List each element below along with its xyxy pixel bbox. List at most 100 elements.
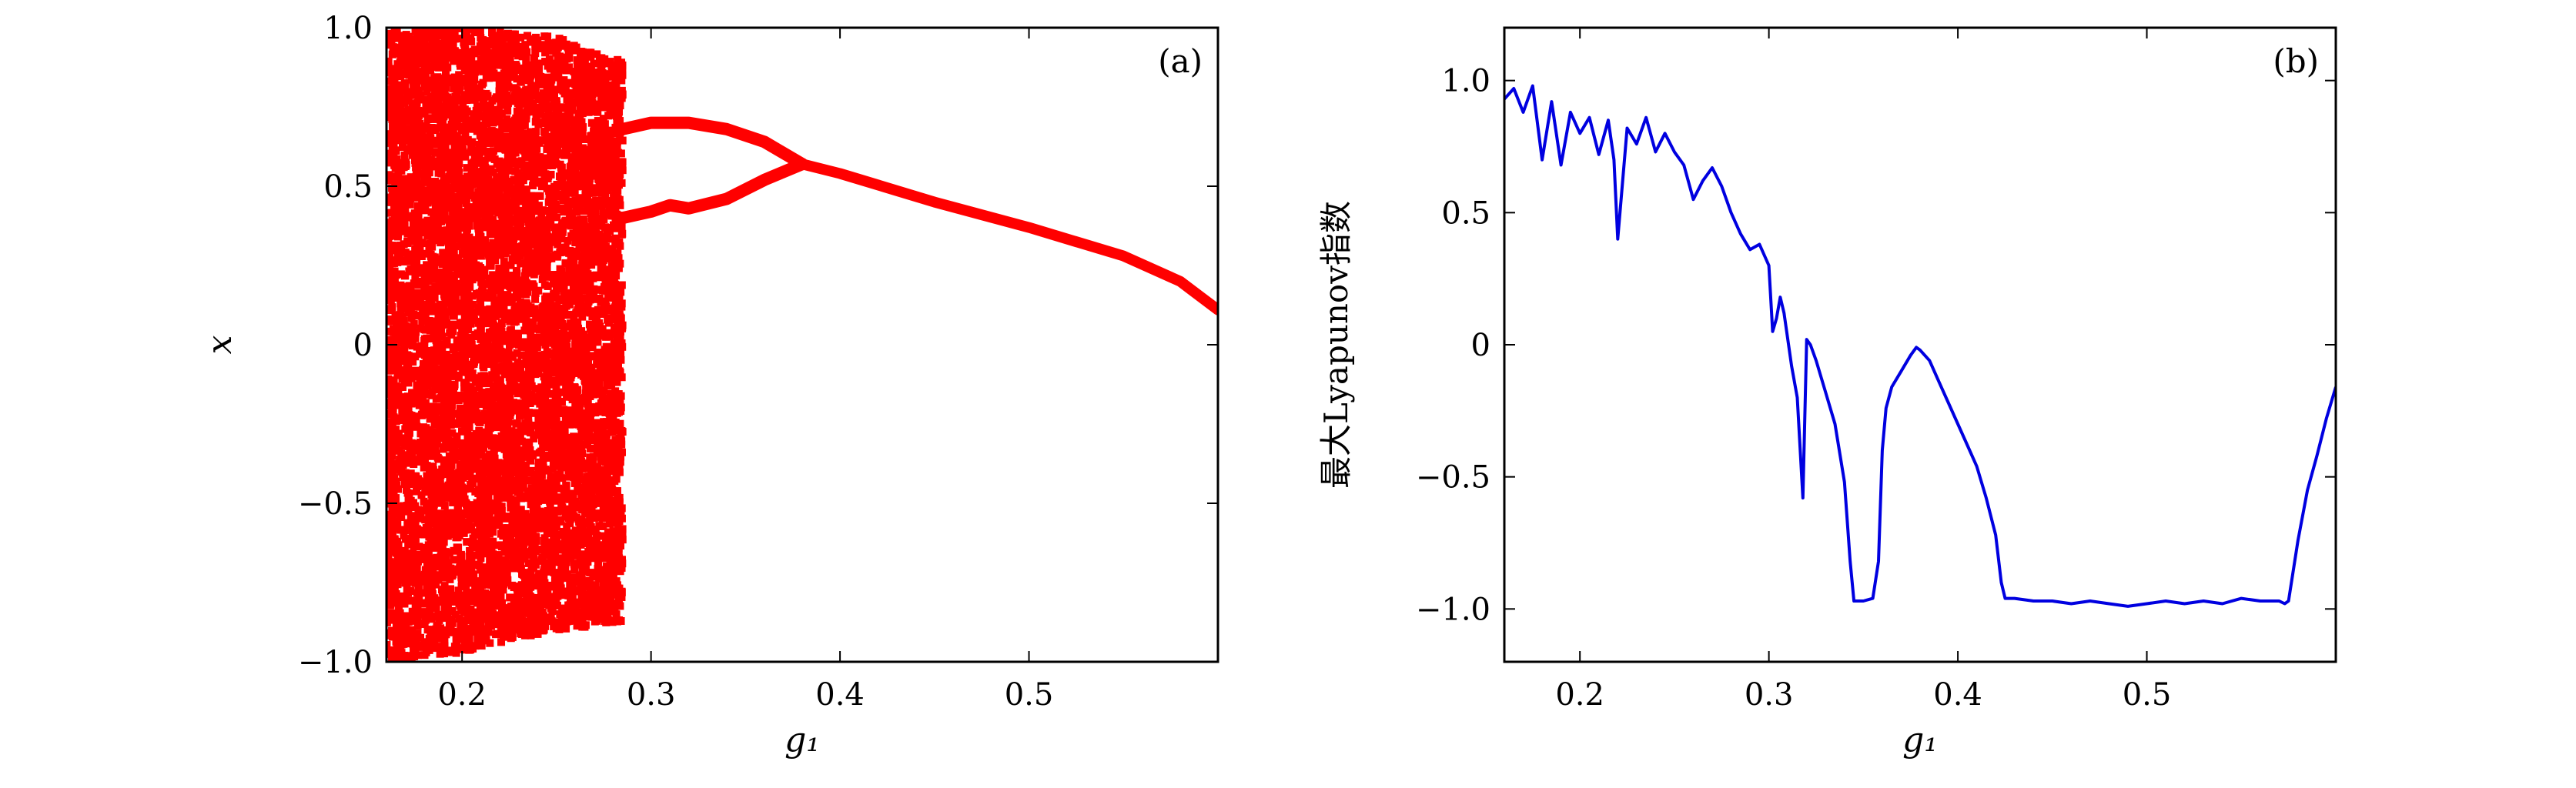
- bifurcation-point: [514, 359, 522, 367]
- bifurcation-point: [441, 296, 450, 305]
- bifurcation-point: [611, 255, 620, 263]
- bifurcation-point: [533, 343, 541, 352]
- bifurcation-point: [537, 383, 546, 392]
- bifurcation-point: [457, 427, 466, 436]
- bifurcation-point: [430, 140, 439, 149]
- bifurcation-point: [442, 440, 450, 449]
- bifurcation-point: [578, 171, 587, 179]
- bifurcation-point: [585, 432, 594, 441]
- bifurcation-point: [614, 249, 622, 258]
- bifurcation-point: [585, 540, 594, 549]
- bifurcation-point: [467, 319, 475, 328]
- bifurcation-point: [582, 492, 590, 500]
- bifurcation-point: [400, 599, 409, 608]
- bifurcation-point: [458, 342, 467, 350]
- bifurcation-point: [486, 328, 494, 336]
- bifurcation-point: [417, 91, 425, 99]
- bifurcation-point: [602, 562, 611, 570]
- bifurcation-point: [386, 548, 393, 556]
- bifurcation-point: [432, 157, 440, 165]
- bifurcation-point: [540, 618, 548, 626]
- bifurcation-point: [563, 342, 571, 351]
- bifurcation-point: [549, 459, 557, 468]
- bifurcation-point: [556, 574, 564, 583]
- bifurcation-point: [545, 55, 554, 63]
- bifurcation-point: [420, 336, 429, 345]
- bifurcation-point: [608, 618, 617, 626]
- bifurcation-point: [390, 161, 399, 169]
- bifurcation-point: [603, 142, 611, 151]
- bifurcation-point: [466, 262, 474, 270]
- bifurcation-point: [460, 112, 468, 121]
- bifurcation-point: [447, 363, 455, 372]
- bifurcation-point: [503, 193, 511, 202]
- bifurcation-point: [503, 386, 512, 394]
- bifurcation-point: [404, 540, 413, 549]
- bifurcation-point: [447, 185, 456, 193]
- bifurcation-point: [392, 180, 400, 189]
- bifurcation-point: [524, 258, 533, 266]
- bifurcation-point: [577, 593, 586, 602]
- bifurcation-point: [407, 314, 416, 322]
- bifurcation-point: [610, 316, 618, 324]
- bifurcation-point: [441, 548, 450, 556]
- bifurcation-point: [408, 596, 417, 605]
- bifurcation-point: [553, 602, 561, 610]
- bifurcation-point: [618, 525, 627, 533]
- bifurcation-point: [475, 140, 483, 149]
- bifurcation-point: [545, 389, 554, 398]
- bifurcation-point: [587, 209, 595, 218]
- bifurcation-point: [543, 262, 551, 271]
- bifurcation-point: [439, 117, 447, 125]
- panel-a-bifurcation: 0.2 0.3 0.4 0.5 1.00.50−0.5−1.0 (a) g₁ x: [200, 11, 1219, 760]
- bifurcation-point: [584, 99, 593, 108]
- bifurcation-point: [528, 280, 537, 289]
- bifurcation-point: [578, 312, 587, 321]
- bifurcation-point: [565, 347, 574, 356]
- bifurcation-point: [543, 382, 551, 391]
- bifurcation-point: [402, 331, 410, 339]
- bifurcation-point: [446, 476, 454, 484]
- bifurcation-point: [535, 202, 544, 210]
- bifurcation-point: [580, 302, 588, 310]
- bifurcation-point: [440, 211, 449, 219]
- bifurcation-point: [460, 218, 468, 226]
- bifurcation-point: [514, 586, 522, 595]
- bifurcation-points: [386, 28, 1218, 662]
- bifurcation-point: [540, 543, 549, 551]
- bifurcation-point: [440, 635, 449, 643]
- bifurcation-point: [614, 283, 622, 292]
- bifurcation-point: [499, 513, 507, 521]
- bifurcation-point: [608, 428, 617, 436]
- bifurcation-point: [457, 331, 465, 339]
- bifurcation-point: [589, 247, 597, 255]
- bifurcation-point: [514, 369, 523, 377]
- bifurcation-point: [453, 113, 461, 122]
- bifurcation-point: [490, 147, 498, 155]
- bifurcation-point: [391, 654, 400, 662]
- bifurcation-point: [605, 126, 614, 135]
- bifurcation-point: [467, 167, 476, 175]
- bifurcation-point: [470, 256, 478, 265]
- bifurcation-point: [612, 577, 621, 586]
- bifurcation-point: [557, 133, 566, 142]
- bifurcation-point: [427, 580, 435, 589]
- bifurcation-point: [530, 54, 538, 62]
- bifurcation-point: [586, 324, 594, 332]
- bifurcation-point: [538, 275, 547, 283]
- bifurcation-point: [447, 620, 455, 629]
- bifurcation-point: [520, 546, 528, 555]
- bifurcation-point: [489, 487, 497, 496]
- bifurcation-point: [472, 578, 480, 586]
- bifurcation-point: [418, 577, 427, 586]
- bifurcation-point: [416, 95, 424, 104]
- bifurcation-point: [447, 421, 455, 429]
- bifurcation-point: [459, 181, 467, 189]
- bifurcation-point: [539, 80, 547, 88]
- bifurcation-point: [410, 178, 418, 186]
- bifurcation-point: [388, 198, 396, 206]
- bifurcation-point: [394, 485, 403, 493]
- bifurcation-point: [387, 95, 396, 104]
- bifurcation-point: [479, 139, 487, 148]
- bifurcation-point: [398, 370, 406, 379]
